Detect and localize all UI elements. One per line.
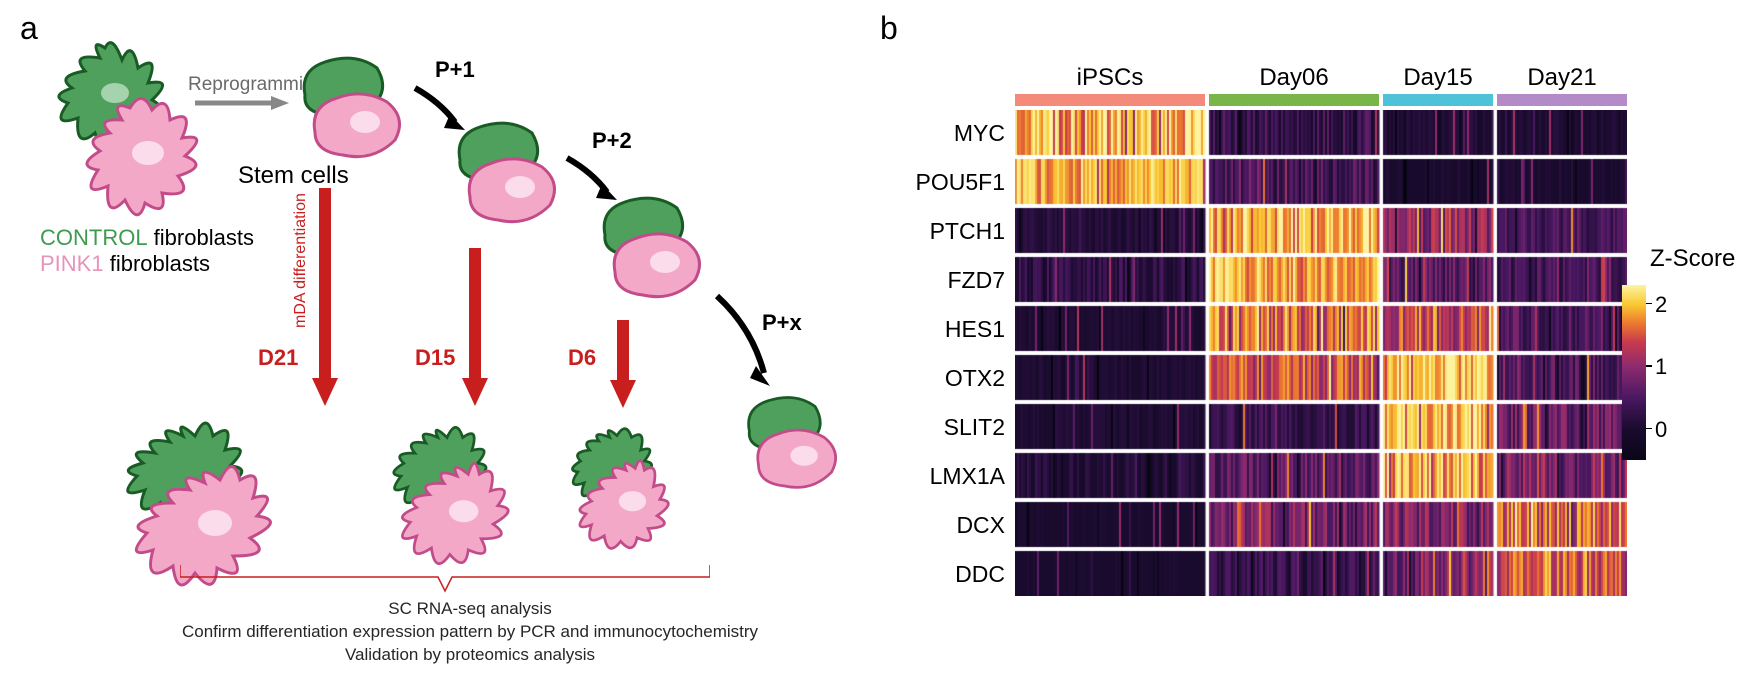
timepoint-label: Day21 xyxy=(1497,64,1627,92)
gene-label: POU5F1 xyxy=(915,169,1005,196)
timepoint-bar xyxy=(1383,94,1493,106)
colorbar-tick-mark xyxy=(1646,365,1652,367)
gene-label: HES1 xyxy=(915,316,1005,343)
day-d6-label: D6 xyxy=(568,345,596,371)
panel-a-label: a xyxy=(20,10,38,47)
gene-label: MYC xyxy=(915,120,1005,147)
timepoint-label: Day15 xyxy=(1383,64,1493,92)
day-arrow-d15-icon xyxy=(460,248,490,408)
passage-x-label: P+x xyxy=(762,310,802,336)
colorbar-tick-mark xyxy=(1646,428,1652,430)
fibroblast-cells-icon xyxy=(50,38,220,228)
passage-1-label: P+1 xyxy=(435,57,475,83)
pink1-label: PINK1 xyxy=(40,251,104,276)
fibroblast-labels: CONTROL fibroblasts PINK1 fibroblasts xyxy=(40,225,254,277)
timepoint-bar xyxy=(1209,94,1379,106)
panel-b: b iPSCsDay06Day15Day21 MYC POU5F1 PTCH1 FZD… xyxy=(880,10,1740,680)
gene-label: SLIT2 xyxy=(915,414,1005,441)
colorbar xyxy=(1622,285,1646,460)
reprogramming-arrow-icon xyxy=(195,94,290,112)
stem-cells-1-icon xyxy=(295,50,415,165)
passage-2-label: P+2 xyxy=(592,128,632,154)
footer-text: SC RNA-seq analysis Confirm differentiat… xyxy=(180,598,760,667)
neuron-cells-d15-icon xyxy=(378,410,553,570)
colorbar-tick-label: 1 xyxy=(1655,354,1667,380)
timepoint-label: Day06 xyxy=(1209,64,1379,92)
neuron-cells-d21-icon xyxy=(115,408,315,588)
zscore-title: Z-Score xyxy=(1650,245,1735,273)
bracket-icon xyxy=(180,565,710,593)
gene-label: PTCH1 xyxy=(915,218,1005,245)
neuron-cells-d6-icon xyxy=(555,410,710,555)
day-d15-label: D15 xyxy=(415,345,455,371)
stem-cells-label: Stem cells xyxy=(238,162,349,190)
colorbar-tick-label: 0 xyxy=(1655,417,1667,443)
passage-arrow-1-icon xyxy=(410,80,470,135)
panel-a: a CONTROL fibroblasts PINK1 fibroblasts … xyxy=(20,10,860,680)
mda-diff-label: mDA differentiation xyxy=(292,193,310,328)
day-arrow-d21-icon xyxy=(310,188,340,408)
gene-label: DCX xyxy=(915,512,1005,539)
colorbar-tick-label: 2 xyxy=(1655,292,1667,318)
gene-label: OTX2 xyxy=(915,365,1005,392)
day-arrow-d6-icon xyxy=(608,320,638,410)
timepoint-bar xyxy=(1497,94,1627,106)
stem-cells-4-icon xyxy=(740,390,850,495)
gene-label: LMX1A xyxy=(915,463,1005,490)
stem-cells-3-icon xyxy=(595,190,715,305)
heatmap xyxy=(1015,110,1627,596)
timepoint-label: iPSCs xyxy=(1015,64,1205,92)
colorbar-tick-mark xyxy=(1646,303,1652,305)
passage-arrow-x-icon xyxy=(712,288,782,388)
timepoint-bar xyxy=(1015,94,1205,106)
gene-label: DDC xyxy=(915,561,1005,588)
panel-b-label: b xyxy=(880,10,898,47)
control-label: CONTROL xyxy=(40,225,148,250)
day-d21-label: D21 xyxy=(258,345,298,371)
gene-label: FZD7 xyxy=(915,267,1005,294)
passage-arrow-2-icon xyxy=(562,150,622,205)
